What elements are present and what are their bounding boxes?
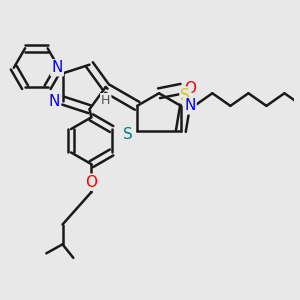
Text: O: O (85, 175, 97, 190)
Text: N: N (51, 60, 63, 75)
Text: O: O (184, 81, 196, 96)
Text: S: S (181, 88, 190, 103)
Text: H: H (101, 94, 110, 107)
Text: N: N (49, 94, 60, 109)
Text: N: N (184, 98, 196, 113)
Text: S: S (123, 127, 133, 142)
